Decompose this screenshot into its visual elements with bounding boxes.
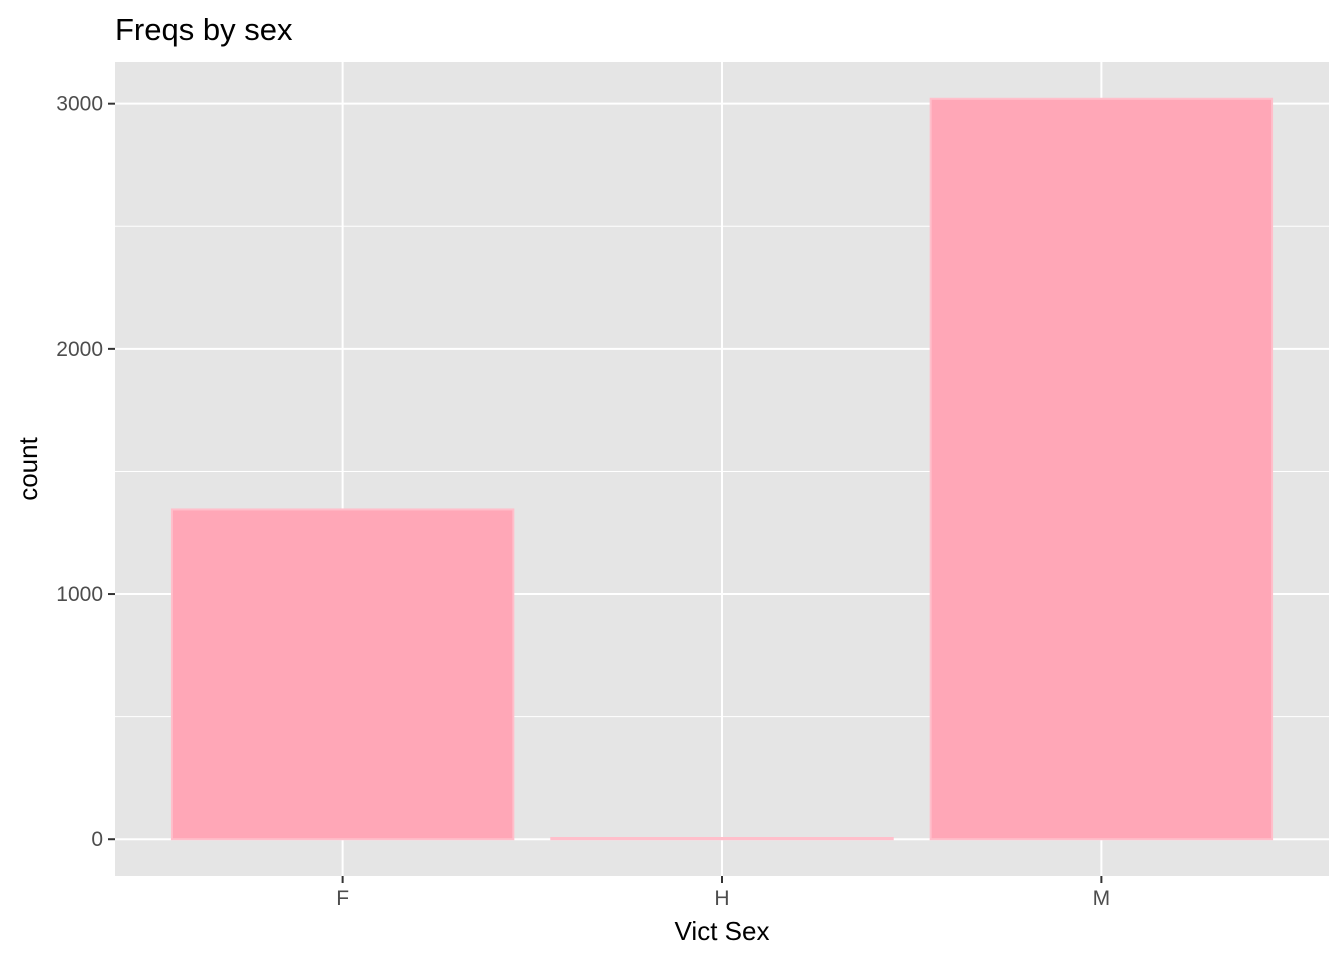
x-axis-title: Vict Sex	[675, 916, 770, 946]
y-tick-label: 3000	[56, 93, 103, 116]
y-tick-label: 1000	[56, 583, 103, 606]
y-tick-label: 0	[91, 828, 103, 851]
bars	[170, 97, 1274, 841]
y-axis: 0 1000 2000 3000	[56, 93, 115, 851]
x-tick-label: M	[1093, 887, 1111, 910]
bar-H	[550, 836, 894, 841]
x-tick-label: F	[336, 887, 349, 910]
bar-F	[170, 508, 515, 841]
y-axis-title: count	[13, 436, 43, 500]
bar-M	[929, 97, 1274, 841]
y-tick-label: 2000	[56, 338, 103, 361]
x-tick-label: H	[714, 887, 729, 910]
chart-title: Freqs by sex	[115, 12, 293, 47]
